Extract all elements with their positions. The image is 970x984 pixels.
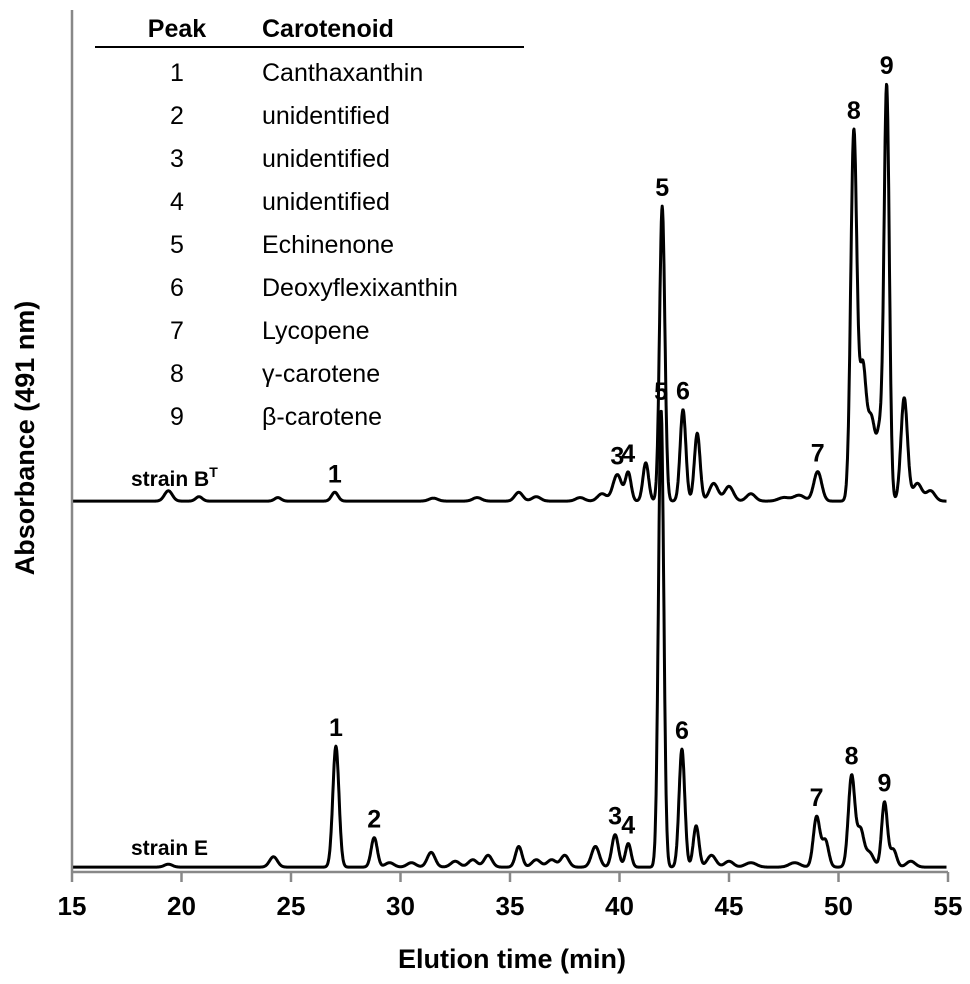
x-tick-label: 20: [167, 891, 196, 921]
peak-label: 2: [367, 806, 381, 834]
table-cell-peak: 9: [170, 403, 184, 431]
table-cell-peak: 5: [170, 231, 184, 259]
x-tick-label: 40: [605, 891, 634, 921]
table-cell-peak: 3: [170, 145, 184, 173]
table-cell-carotenoid: Echinenone: [262, 231, 394, 259]
peak-label: 3: [610, 443, 624, 471]
table-header-carotenoid: Carotenoid: [262, 15, 394, 43]
table-cell-peak: 8: [170, 360, 184, 388]
x-tick-label: 55: [934, 891, 963, 921]
x-tick-label: 30: [386, 891, 415, 921]
table-cell-carotenoid: Lycopene: [262, 317, 370, 345]
peak-label: 9: [880, 52, 894, 80]
table-cell-carotenoid: Canthaxanthin: [262, 59, 423, 87]
x-tick-label: 50: [824, 891, 853, 921]
trace-strain-b: [72, 82, 948, 503]
peak-label: 9: [878, 770, 892, 798]
y-axis-title: Absorbance (491 nm): [10, 301, 40, 576]
x-tick-label: 35: [496, 891, 525, 921]
trace-label-strain-e: strain E: [131, 837, 208, 860]
table-cell-carotenoid: γ-carotene: [262, 360, 380, 388]
peak-label: 1: [329, 714, 343, 742]
table-cell-peak: 1: [170, 59, 184, 87]
peak-legend-table: Peak Carotenoid 1 Canthaxanthin 2 unidentif…: [95, 15, 524, 431]
peak-label: 6: [675, 717, 689, 745]
table-header-peak: Peak: [148, 15, 206, 43]
peak-label: 5: [654, 378, 668, 406]
x-axis-ticks: 15 20 25 30 35 40 45 50 55: [58, 872, 963, 921]
table-cell-peak: 4: [170, 188, 184, 216]
table-cell-carotenoid: unidentified: [262, 188, 390, 216]
peak-label: 1: [328, 460, 342, 488]
table-cell-peak: 6: [170, 274, 184, 302]
table-cell-carotenoid: unidentified: [262, 145, 390, 173]
x-axis-title: Elution time (min): [398, 944, 626, 974]
table-cell-carotenoid: Deoxyflexixanthin: [262, 274, 458, 302]
table-cell-carotenoid: β-carotene: [262, 403, 382, 431]
peak-label: 4: [621, 812, 635, 840]
trace-label-strain-b: strain BT: [131, 464, 218, 491]
table-cell-carotenoid: unidentified: [262, 102, 390, 130]
peak-label: 8: [845, 743, 859, 771]
peak-label: 8: [847, 97, 861, 125]
peak-label: 5: [655, 174, 669, 202]
peak-label: 4: [621, 440, 635, 468]
x-tick-label: 25: [277, 891, 306, 921]
peak-label: 7: [811, 440, 825, 468]
x-tick-label: 15: [58, 891, 87, 921]
x-tick-label: 45: [715, 891, 744, 921]
table-cell-peak: 7: [170, 317, 184, 345]
peak-label: 6: [676, 378, 690, 406]
table-cell-peak: 2: [170, 102, 184, 130]
peak-label: 3: [608, 803, 622, 831]
peak-label: 7: [810, 784, 824, 812]
trace-strain-e: [72, 409, 948, 869]
